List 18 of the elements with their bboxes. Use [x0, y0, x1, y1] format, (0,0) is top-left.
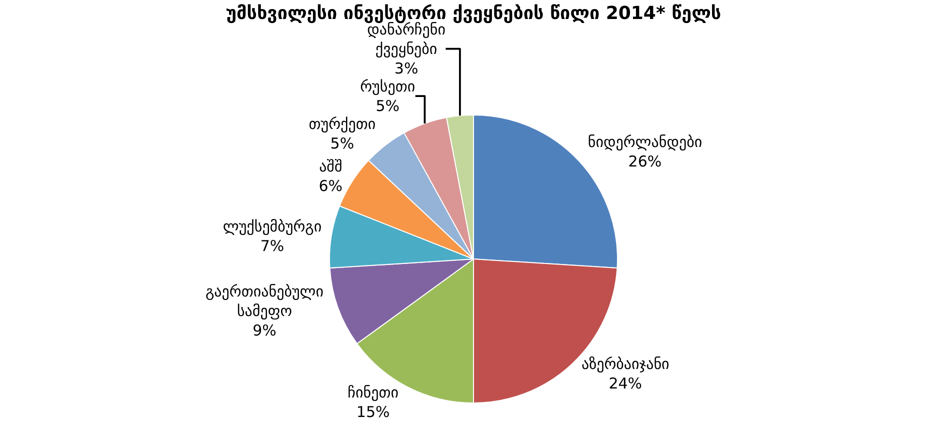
data-label: 24%: [608, 374, 642, 393]
slice-label: ლუქსემბურგი: [222, 217, 322, 236]
data-label: 15%: [356, 402, 390, 421]
data-label: 5%: [330, 134, 354, 152]
data-label: 26%: [628, 152, 662, 170]
chart-title: უმსხვილესი ინვესტორი ქვეყნების წილი 2014* წელს: [226, 3, 722, 24]
slice-label: ნიდერლანდები: [588, 132, 702, 151]
data-label: 9%: [252, 322, 276, 340]
data-label: 5%: [376, 96, 400, 115]
slice-label: ჩინეთი: [348, 383, 399, 402]
slice-label: აზერბაიჯანი: [581, 355, 670, 374]
slice-label: აშშ: [319, 158, 342, 176]
data-label: 7%: [260, 236, 284, 255]
data-label: 6%: [318, 177, 343, 196]
slice-label: რუსეთი: [360, 77, 416, 96]
slice-label: თურქეთი: [308, 114, 376, 133]
data-label: 3%: [394, 59, 418, 78]
slice-label: გაერთიანებული სამეფო: [205, 282, 324, 320]
